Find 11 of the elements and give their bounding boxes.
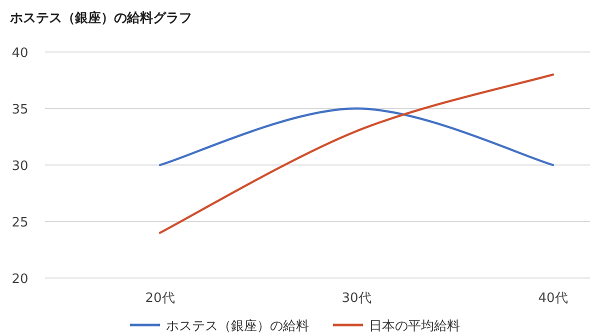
y-tick-label: 30 [12, 159, 28, 174]
y-tick-label: 35 [12, 102, 28, 118]
x-tick-label: 30代 [342, 291, 372, 306]
legend-label: 日本の平均給料 [369, 319, 460, 334]
y-tick-label: 25 [12, 216, 28, 230]
x-tick-label: 20代 [145, 291, 175, 306]
legend-label: ホステス（銀座）の給料 [166, 318, 309, 334]
chart-title: ホステス（銀座）の給料グラフ [9, 10, 192, 26]
y-tick-label: 20 [12, 272, 28, 287]
y-tick-label: 40 [12, 46, 28, 61]
x-tick-label: 40代 [538, 291, 568, 306]
